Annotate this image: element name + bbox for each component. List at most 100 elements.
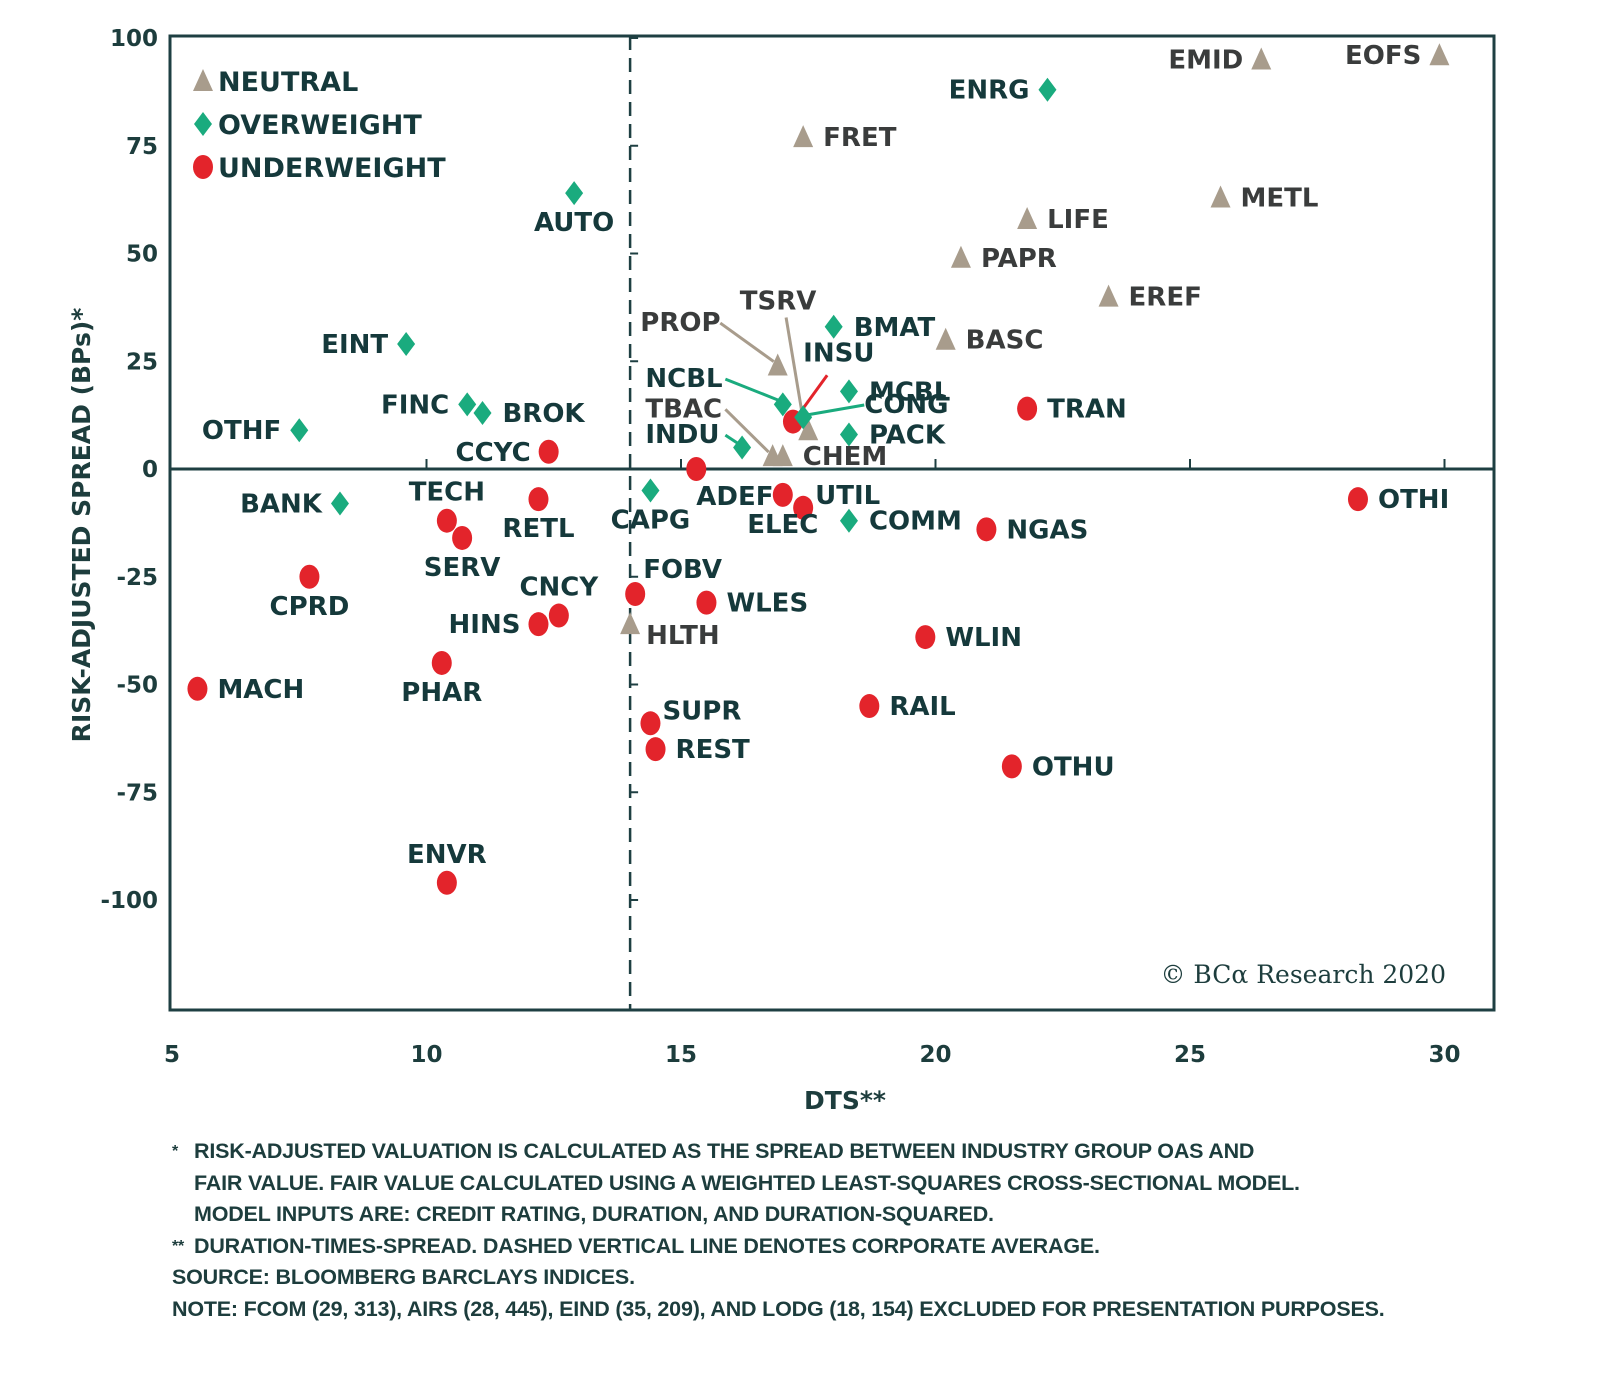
- marker-othf: [290, 418, 309, 443]
- leader-line: [724, 377, 780, 402]
- label-rest: REST: [676, 735, 751, 765]
- label-othf: OTHF: [202, 416, 281, 446]
- leader-line: [719, 321, 775, 363]
- label-enrg: ENRG: [949, 76, 1030, 106]
- marker-fret: [793, 125, 814, 148]
- label-phar: PHAR: [401, 678, 482, 708]
- marker-indu: [733, 435, 752, 460]
- marker-serv: [452, 525, 473, 550]
- marker-rail: [859, 694, 880, 719]
- marker-cncy: [548, 603, 569, 628]
- label-auto: AUTO: [534, 208, 614, 238]
- marker-ncbl: [773, 392, 792, 417]
- label-chem: CHEM: [803, 442, 887, 472]
- label-hlth: HLTH: [646, 621, 720, 651]
- legend-marker-overweight: [194, 112, 212, 136]
- label-eofs: EOFS: [1345, 41, 1421, 71]
- x-axis-title: DTS**: [804, 1086, 886, 1115]
- label-finc: FINC: [381, 390, 449, 420]
- label-wles: WLES: [726, 589, 808, 619]
- marker-eref: [1098, 284, 1119, 307]
- marker-mcbl: [839, 379, 858, 404]
- marker-tran: [1017, 396, 1038, 421]
- label-serv: SERV: [424, 553, 501, 583]
- marker-adef: [686, 457, 707, 481]
- marker-mach: [187, 676, 208, 701]
- y-tick-labels: 100 75 50 25 0 -25 -50 -75 -100: [100, 26, 158, 914]
- label-mach: MACH: [217, 675, 304, 705]
- marker-metl: [1210, 185, 1231, 208]
- label-othi: OTHI: [1378, 485, 1449, 515]
- label-bank: BANK: [240, 489, 323, 519]
- axis-ticks: [425, 37, 1446, 901]
- legend-marker-underweight: [193, 155, 213, 179]
- label-ngas: NGAS: [1006, 515, 1088, 545]
- legend: NEUTRAL OVERWEIGHT UNDERWEIGHT: [193, 67, 446, 184]
- marker-enrg: [1038, 77, 1057, 102]
- label-util: UTIL: [815, 481, 880, 511]
- marker-phar: [431, 650, 452, 675]
- label-prop: PROP: [640, 308, 720, 338]
- label-bmat: BMAT: [854, 313, 936, 343]
- marker-auto: [565, 181, 584, 206]
- marker-wles: [696, 590, 717, 615]
- label-fret: FRET: [823, 123, 897, 153]
- label-tech: TECH: [409, 478, 485, 508]
- legend-label-overweight: OVERWEIGHT: [218, 110, 422, 141]
- data-markers: [187, 43, 1450, 895]
- marker-brok: [473, 400, 492, 425]
- label-basc: BASC: [966, 326, 1044, 356]
- marker-rest: [645, 737, 666, 762]
- footnote-2: ** DURATION-TIMES-SPREAD. DASHED VERTICAL…: [172, 1231, 1572, 1263]
- leader-line: [804, 403, 865, 417]
- label-hins: HINS: [449, 610, 521, 640]
- marker-tech: [436, 508, 457, 533]
- x-tick-labels: 5 10 15 20 25 30: [164, 1042, 1461, 1068]
- marker-util: [793, 495, 814, 520]
- marker-supr: [640, 711, 661, 736]
- label-emid: EMID: [1168, 46, 1243, 76]
- label-eref: EREF: [1129, 283, 1202, 313]
- marker-hins: [528, 612, 549, 637]
- x-tick-label: 30: [1428, 1042, 1460, 1068]
- marker-bank: [330, 491, 349, 516]
- label-adef: ADEF: [696, 482, 773, 512]
- marker-othi: [1347, 487, 1368, 512]
- leader-line: [724, 433, 739, 445]
- y-axis-title: RISK-ADJUSTED SPREAD (BPs)*: [67, 308, 96, 743]
- footnote-text: RISK-ADJUSTED VALUATION IS CALCULATED AS…: [194, 1139, 1255, 1163]
- marker-papr: [950, 245, 971, 268]
- marker-life: [1017, 207, 1038, 230]
- x-tick-label: 5: [164, 1042, 180, 1068]
- footnote-mark: *: [172, 1143, 179, 1160]
- y-tick-label: 100: [110, 26, 158, 52]
- scatter-chart: 5 10 15 20 25 30 100 75 50 25 0 -25 -50 -75 -100 DTS*…: [67, 26, 1496, 1115]
- legend-label-neutral: NEUTRAL: [218, 67, 358, 98]
- marker-envr: [436, 870, 457, 895]
- label-ncbl: NCBL: [645, 364, 722, 394]
- label-cncy: CNCY: [519, 573, 599, 603]
- marker-pack: [839, 422, 858, 447]
- label-tran: TRAN: [1047, 395, 1127, 425]
- marker-bmat: [824, 314, 843, 339]
- marker-capg: [641, 478, 660, 503]
- marker-prop: [767, 353, 788, 376]
- marker-hlth: [620, 612, 641, 635]
- marker-chem: [772, 444, 793, 467]
- marker-othu: [1001, 754, 1022, 779]
- y-tick-label: -75: [116, 780, 158, 806]
- label-life: LIFE: [1047, 205, 1109, 235]
- label-wlin: WLIN: [945, 623, 1022, 653]
- marker-ccyc: [538, 439, 559, 464]
- footnote-1-cont: FAIR VALUE. FAIR VALUE CALCULATED USING …: [194, 1170, 1300, 1195]
- marker-eofs: [1429, 43, 1450, 66]
- label-capg: CAPG: [611, 506, 691, 536]
- label-fobv: FOBV: [643, 555, 722, 585]
- label-eint: EINT: [321, 330, 388, 360]
- footnotes: * RISK-ADJUSTED VALUATION IS CALCULATED A…: [172, 1136, 1572, 1325]
- y-tick-label: -100: [100, 888, 158, 914]
- footnote-mark: **: [172, 1237, 185, 1255]
- marker-finc: [458, 392, 477, 417]
- label-ccyc: CCYC: [456, 438, 531, 468]
- y-tick-label: 50: [126, 242, 158, 268]
